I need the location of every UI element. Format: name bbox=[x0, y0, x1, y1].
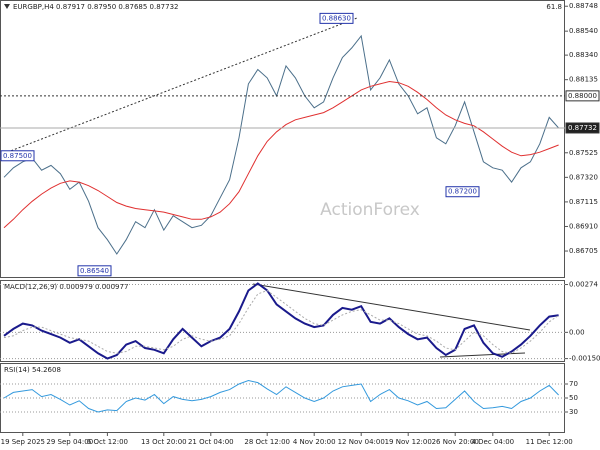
panel-frame bbox=[0, 280, 565, 362]
x-tick-label: 19 Sep 2025 bbox=[1, 438, 45, 446]
macd-support-line bbox=[439, 352, 526, 358]
x-tick-label: 26 Nov 20:00 bbox=[432, 438, 479, 446]
price-label-box bbox=[0, 150, 35, 162]
y-tick-label: 0.00274 bbox=[569, 281, 598, 289]
series-line bbox=[3, 34, 559, 255]
x-tick-label: 6 Oct 12:00 bbox=[87, 438, 128, 446]
x-tick-label: 19 Nov 12:00 bbox=[385, 438, 432, 446]
y-tick-label: 0.00 bbox=[569, 328, 585, 336]
price-tag bbox=[565, 90, 600, 102]
chart-title: EURGBP,H4 0.87917 0.87950 0.87685 0.8773… bbox=[13, 3, 179, 11]
price-label-box bbox=[77, 265, 112, 277]
x-tick-label: 13 Oct 20:00 bbox=[141, 438, 187, 446]
corner-note: 61.8 bbox=[546, 3, 562, 11]
series-line bbox=[3, 282, 559, 360]
y-tick-label: 0.86705 bbox=[569, 247, 598, 255]
y-tick-label: 0.87115 bbox=[569, 198, 598, 206]
macd-trend-line bbox=[252, 283, 531, 331]
price-label: 0.88630 bbox=[322, 14, 351, 22]
price-label: 0.87500 bbox=[3, 152, 32, 160]
y-tick-label: -0.001505 bbox=[569, 355, 600, 363]
y-tick-label: 0.86910 bbox=[569, 222, 598, 230]
y-tick-label: 0.88540 bbox=[569, 27, 598, 35]
x-tick-label: 21 Oct 04:00 bbox=[188, 438, 234, 446]
x-tick-label: 11 Dec 12:00 bbox=[526, 438, 573, 446]
price-label-box bbox=[319, 12, 354, 24]
price-label: 0.87200 bbox=[448, 188, 477, 196]
price-label: 0.86540 bbox=[80, 267, 109, 275]
y-tick-label: 0.87525 bbox=[569, 149, 598, 157]
x-tick-label: 12 Nov 04:00 bbox=[338, 438, 385, 446]
x-tick-label: 4 Dec 04:00 bbox=[471, 438, 514, 446]
x-tick-label: 4 Nov 20:00 bbox=[293, 438, 336, 446]
y-tick-label: 30 bbox=[569, 408, 578, 416]
rsi-title: RSI(14) 54.2608 bbox=[4, 366, 61, 374]
price-tag-label: 0.87732 bbox=[568, 124, 597, 132]
y-tick-label: 0.88748 bbox=[569, 2, 598, 10]
panel-frame bbox=[0, 0, 565, 278]
price-tag bbox=[565, 122, 600, 134]
x-tick-label: 29 Sep 04:00 bbox=[46, 438, 93, 446]
menu-icon bbox=[4, 4, 10, 9]
series-line bbox=[3, 289, 559, 354]
macd-title: MACD(12,26,9) 0.000979 0.000977 bbox=[4, 283, 128, 291]
y-tick-label: 0.88340 bbox=[569, 51, 598, 59]
y-tick-label: 70 bbox=[569, 380, 578, 388]
price-tag-label: 0.88000 bbox=[568, 92, 597, 100]
series-line bbox=[3, 379, 559, 413]
watermark: ActionForex bbox=[320, 200, 420, 220]
price-label-box bbox=[445, 186, 480, 198]
x-tick-label: 28 Oct 12:00 bbox=[244, 438, 290, 446]
y-tick-label: 0.87320 bbox=[569, 173, 598, 181]
y-tick-label: 50 bbox=[569, 394, 578, 402]
y-tick-label: 0.88135 bbox=[569, 76, 598, 84]
